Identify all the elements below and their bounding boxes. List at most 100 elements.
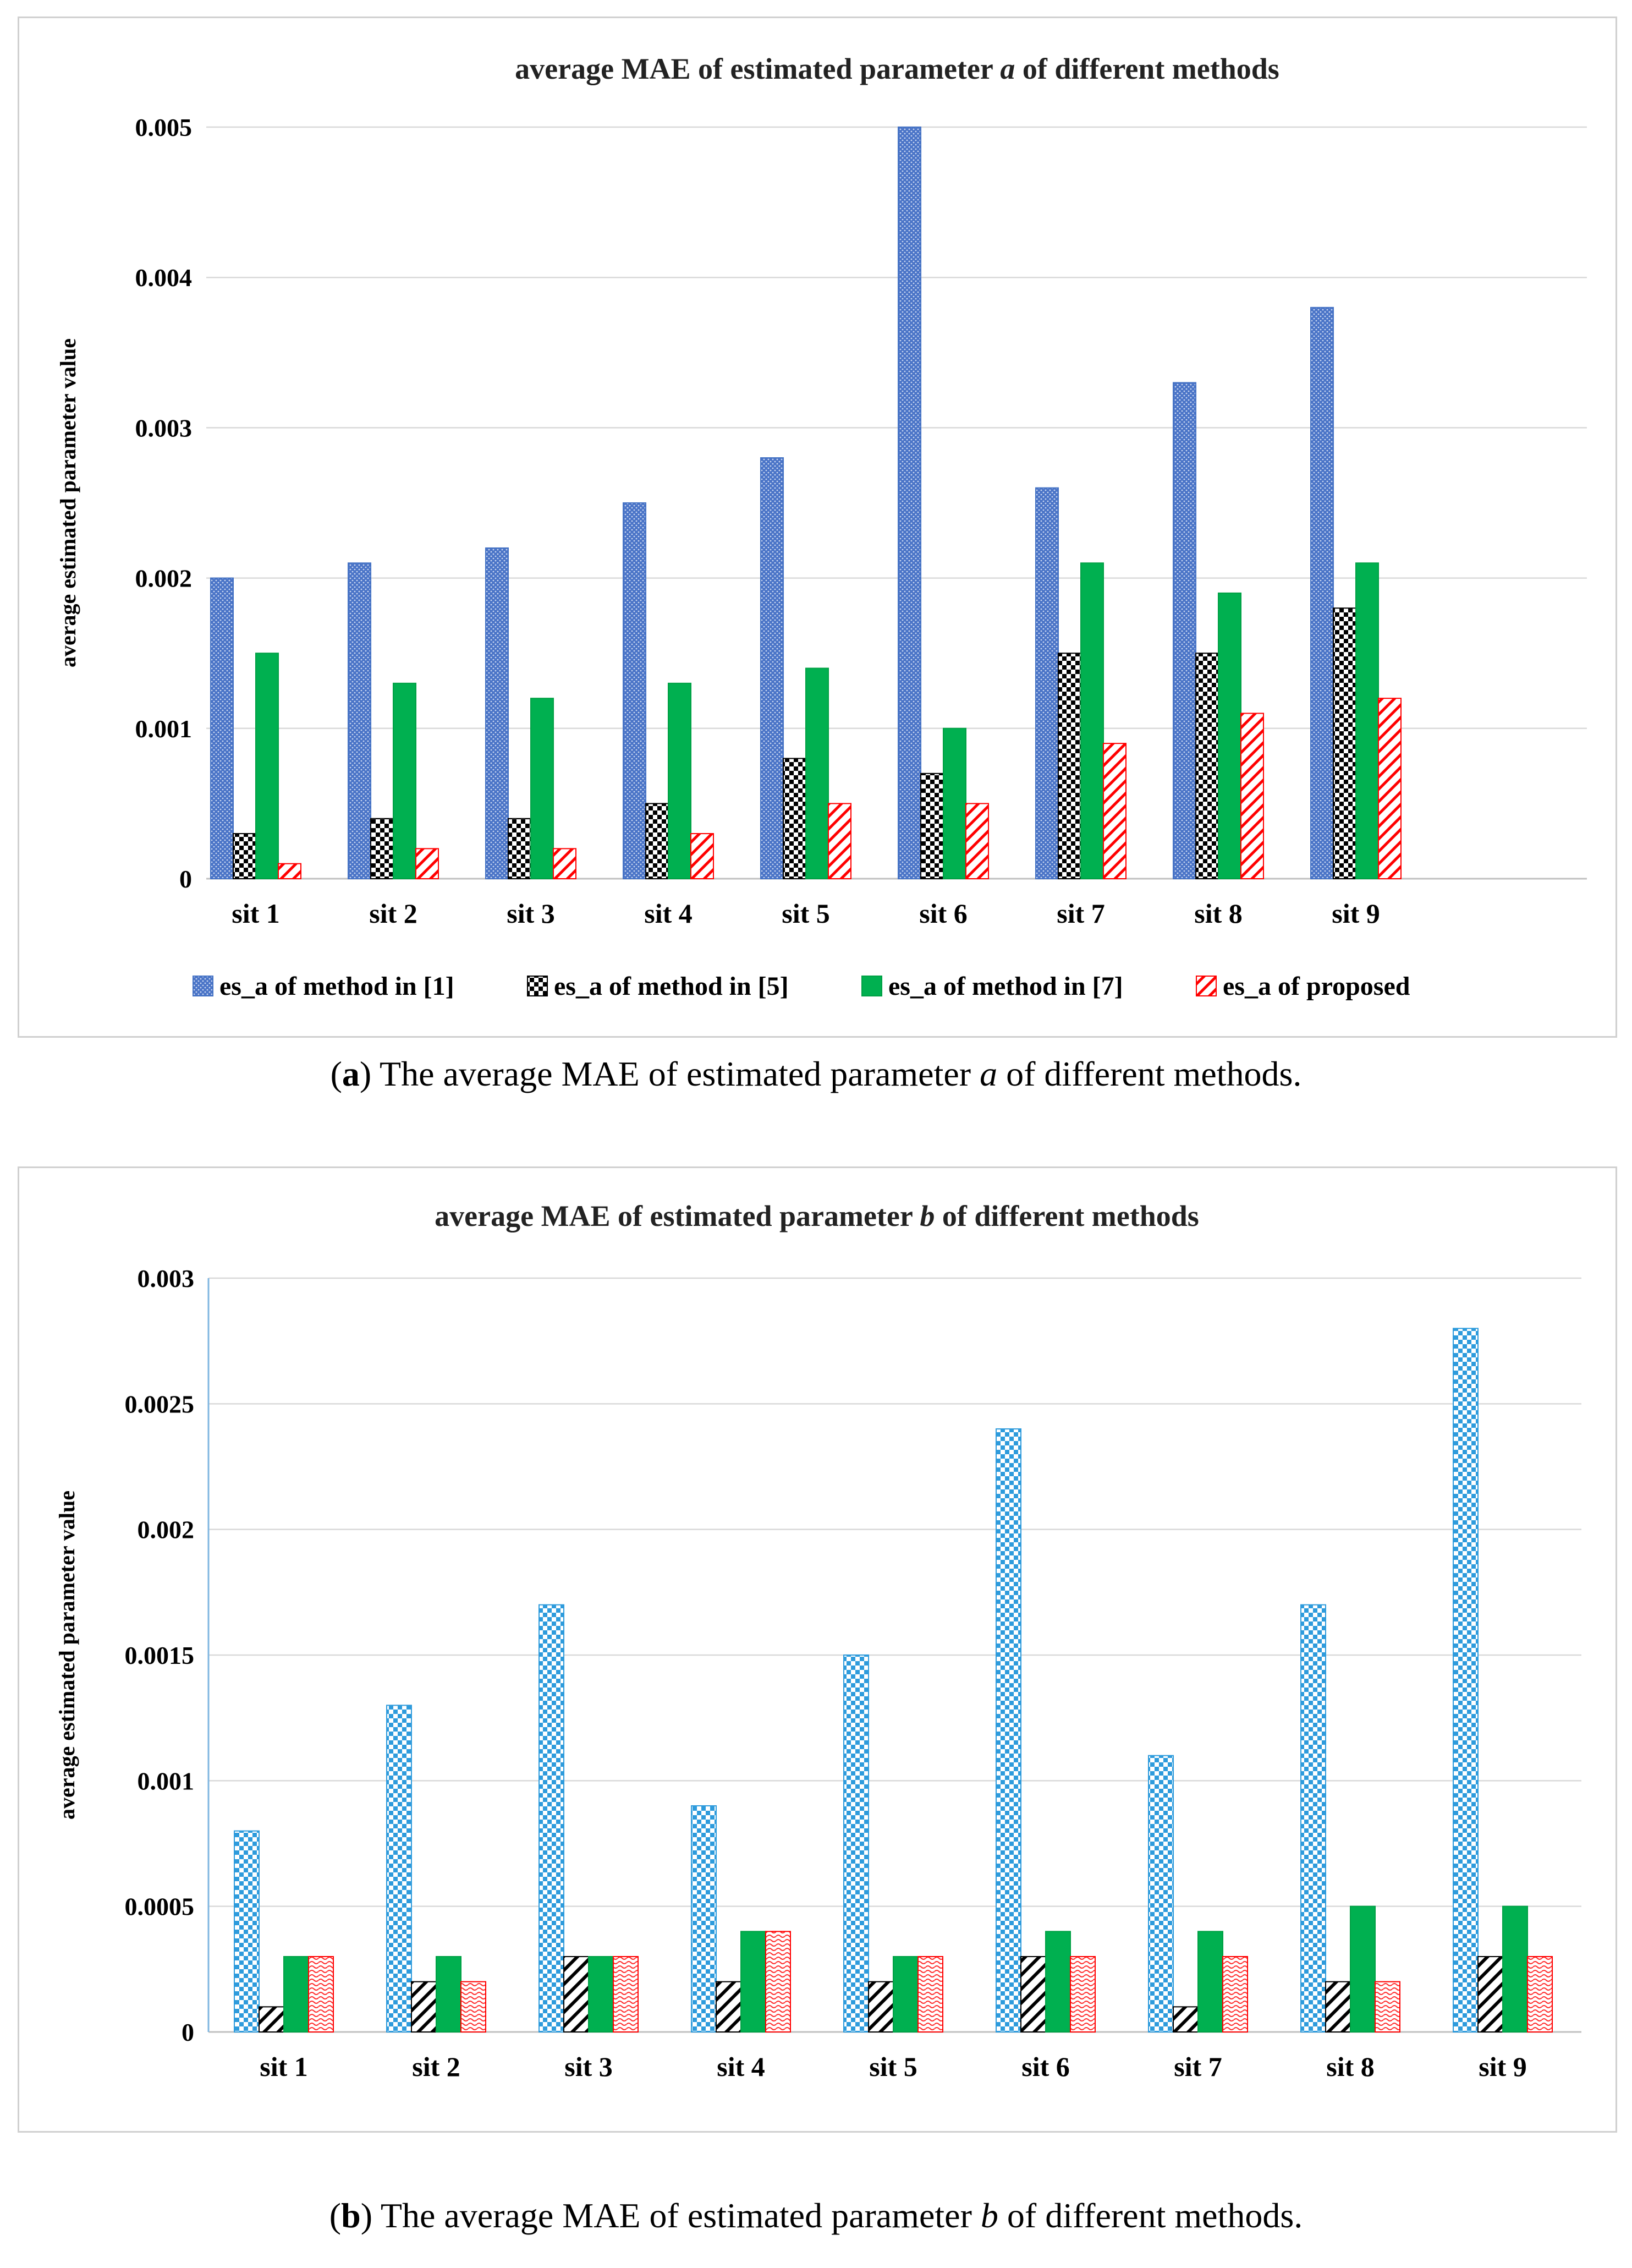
bar-sit3-series-1 — [538, 1604, 564, 2033]
x-tick-label: sit 8 — [1326, 2051, 1375, 2082]
bar-sit3-series-4 — [553, 848, 576, 879]
bar-sit4-series-2 — [645, 803, 669, 880]
bar-sit4-series-1 — [691, 1805, 717, 2033]
chart-panel-a: average MAE of estimated parameter a of … — [18, 17, 1617, 1038]
bar-sit5-series-3 — [805, 667, 829, 880]
bar-sit1-series-2 — [233, 833, 256, 880]
bar-sit5-series-4 — [917, 1956, 943, 2033]
bar-sit5-series-2 — [783, 758, 806, 879]
bar-sit7-series-4 — [1103, 743, 1127, 879]
bar-sit2-series-4 — [415, 848, 439, 879]
chart-b: average MAE of estimated parameter b of … — [54, 1199, 1581, 2082]
bar-sit9-series-1 — [1310, 306, 1334, 880]
bar-sit7-series-3 — [1197, 1931, 1223, 2033]
bar-sit6-series-3 — [1045, 1931, 1071, 2033]
bar-sit3-series-4 — [613, 1956, 639, 2033]
bar-sit2-series-3 — [393, 682, 416, 879]
bar-sit6-series-1 — [898, 127, 921, 879]
y-axis-label: average estimated parameter value — [54, 1491, 79, 1820]
bar-sit3-series-1 — [485, 547, 509, 879]
bar-sit3-series-2 — [508, 818, 531, 879]
bar-sit4-series-4 — [765, 1931, 791, 2033]
x-tick-label: sit 6 — [919, 898, 968, 929]
legend-entry: es_a of method in [7] — [888, 972, 1123, 1001]
x-tick-label: sit 9 — [1479, 2051, 1527, 2082]
y-tick-label: 0.002 — [135, 565, 193, 593]
legend-entry: es_a of proposed — [1223, 972, 1410, 1001]
bar-sit1-series-1 — [234, 1830, 260, 2033]
x-tick-label: sit 9 — [1332, 898, 1380, 929]
bar-sit9-series-2 — [1333, 607, 1356, 879]
chart-a: average MAE of estimated parameter a of … — [56, 52, 1587, 1001]
bar-sit6-series-4 — [965, 803, 989, 880]
y-tick-label: 0.001 — [135, 715, 193, 743]
caption-a-label: a — [342, 1054, 360, 1093]
y-tick-label: 0.001 — [138, 1767, 195, 1795]
bar-sit4-series-2 — [716, 1981, 741, 2033]
chart-title: average MAE of estimated parameter b of … — [435, 1199, 1199, 1232]
bar-sit9-series-2 — [1477, 1956, 1503, 2033]
bar-sit9-series-1 — [1453, 1328, 1479, 2033]
bar-sit1-series-4 — [278, 863, 301, 880]
bar-sit1-series-2 — [259, 2006, 284, 2033]
bar-sit4-series-4 — [690, 833, 714, 880]
bar-sit8-series-3 — [1350, 1905, 1376, 2033]
bar-sit9-series-3 — [1355, 562, 1379, 879]
y-tick-label: 0.003 — [138, 1264, 195, 1292]
y-tick-label: 0.002 — [138, 1516, 195, 1544]
x-tick-label: sit 1 — [260, 2051, 308, 2082]
legend-entry: es_a of method in [5] — [554, 972, 789, 1001]
bar-sit8-series-3 — [1218, 592, 1241, 880]
bar-sit3-series-2 — [563, 1956, 589, 2033]
bar-sit8-series-4 — [1375, 1981, 1400, 2033]
y-tick-label: 0 — [179, 865, 192, 893]
bar-sit7-series-1 — [1148, 1755, 1174, 2033]
x-tick-label: sit 1 — [232, 898, 280, 929]
x-tick-label: sit 7 — [1057, 898, 1105, 929]
bar-sit4-series-3 — [740, 1931, 766, 2033]
bar-sit9-series-3 — [1502, 1905, 1528, 2033]
bar-sit8-series-2 — [1195, 653, 1219, 879]
bar-sit9-series-4 — [1378, 698, 1402, 880]
x-tick-label: sit 4 — [717, 2051, 765, 2082]
x-tick-label: sit 3 — [507, 898, 555, 929]
x-tick-label: sit 5 — [869, 2051, 917, 2082]
y-tick-label: 0.003 — [135, 414, 193, 442]
bar-sit5-series-1 — [760, 457, 784, 879]
bar-sit1-series-1 — [210, 577, 234, 879]
y-tick-label: 0.004 — [135, 264, 193, 292]
legend-swatch — [861, 976, 882, 996]
caption-b: (b) The average MAE of estimated paramet… — [329, 2196, 1303, 2235]
caption-b-param: b — [980, 2196, 998, 2235]
x-tick-label: sit 2 — [412, 2051, 460, 2082]
bar-sit5-series-1 — [843, 1655, 869, 2033]
bar-sit2-series-4 — [460, 1981, 486, 2033]
y-tick-label: 0.0015 — [125, 1641, 195, 1669]
bar-sit1-series-3 — [255, 653, 279, 879]
bar-sit1-series-4 — [308, 1956, 334, 2033]
bar-sit2-series-2 — [370, 818, 394, 879]
bar-sit1-series-3 — [283, 1956, 309, 2033]
bar-sit3-series-3 — [530, 698, 554, 880]
y-tick-label: 0 — [182, 2018, 194, 2046]
bar-sit6-series-1 — [996, 1428, 1021, 2033]
bar-sit7-series-3 — [1080, 562, 1104, 879]
bar-sit8-series-4 — [1240, 713, 1264, 879]
bar-sit7-series-2 — [1058, 653, 1081, 879]
caption-b-text: The average MAE of estimated parameter — [372, 2196, 981, 2235]
caption-a-param: a — [980, 1054, 998, 1093]
chart-panel-b: average MAE of estimated parameter b of … — [18, 1166, 1617, 2133]
bar-sit7-series-1 — [1035, 487, 1059, 879]
bar-sit7-series-2 — [1173, 2006, 1199, 2033]
x-tick-label: sit 2 — [369, 898, 417, 929]
bar-sit6-series-4 — [1070, 1956, 1096, 2033]
bar-sit6-series-2 — [1020, 1956, 1046, 2033]
bar-sit9-series-4 — [1527, 1956, 1553, 2033]
bar-sit6-series-2 — [920, 773, 944, 880]
y-tick-label: 0.005 — [135, 113, 193, 141]
legend-swatch — [1196, 976, 1217, 996]
x-tick-label: sit 5 — [782, 898, 830, 929]
legend-swatch — [193, 976, 213, 996]
bar-sit2-series-1 — [348, 562, 371, 879]
x-tick-label: sit 8 — [1194, 898, 1243, 929]
